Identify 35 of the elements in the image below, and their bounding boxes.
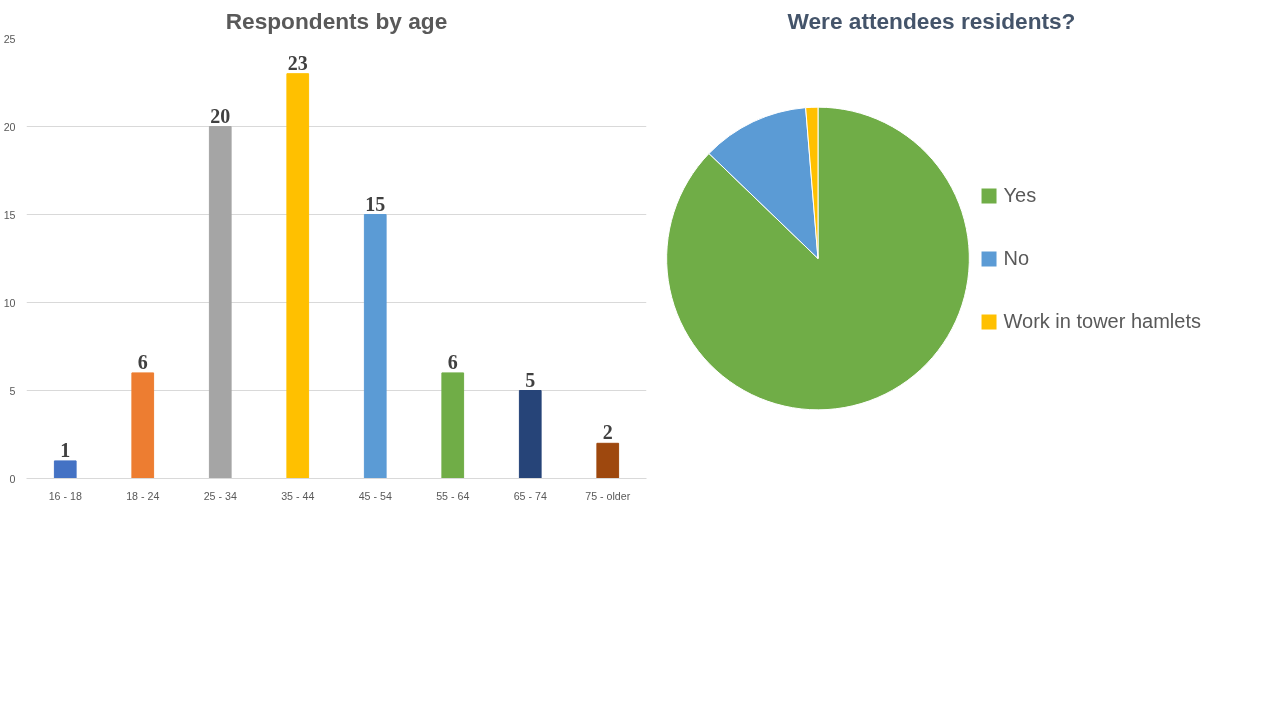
chart-title: Respondents by age: [225, 7, 448, 34]
y-tick-label: 20: [3, 120, 16, 133]
y-tick-label: 0: [9, 472, 16, 485]
y-tick-label: 10: [3, 296, 16, 309]
x-tick-label: 35 - 44: [281, 489, 315, 502]
chart-title: Were attendees residents?: [787, 7, 1076, 34]
y-tick-label: 5: [9, 384, 16, 397]
x-tick-label: 75 - older: [585, 489, 631, 502]
bar: [363, 214, 387, 479]
bar: [208, 126, 232, 479]
x-tick-label: 25 - 34: [203, 489, 237, 502]
x-tick-label: 55 - 64: [436, 489, 470, 502]
bar: [596, 442, 620, 479]
y-tick-label: 25: [3, 32, 16, 45]
legend-label: Work in tower hamlets: [1003, 309, 1201, 333]
x-tick-label: 45 - 54: [358, 489, 392, 502]
x-tick-label: 18 - 24: [126, 489, 160, 502]
data-label: 6: [447, 350, 458, 373]
legend-label: No: [1003, 246, 1030, 270]
x-tick-label: 65 - 74: [513, 489, 547, 502]
bar: [441, 372, 465, 479]
data-label: 5: [525, 368, 536, 391]
x-tick-label: 16 - 18: [48, 489, 82, 502]
data-label: 6: [137, 350, 148, 373]
y-tick-label: 15: [3, 208, 16, 221]
data-label: 15: [365, 192, 386, 215]
bar: [131, 372, 155, 479]
data-label: 1: [60, 438, 71, 461]
bar: [53, 460, 77, 479]
legend-label: Yes: [1003, 183, 1037, 207]
bar: [518, 390, 542, 479]
data-label: 23: [287, 51, 308, 74]
bar: [286, 73, 310, 479]
data-label: 20: [210, 104, 231, 127]
data-label: 2: [602, 421, 613, 444]
